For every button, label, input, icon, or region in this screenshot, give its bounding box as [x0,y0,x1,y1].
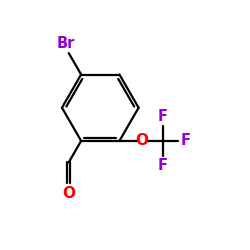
Text: F: F [180,134,190,148]
Text: O: O [135,134,148,148]
Text: F: F [158,108,168,124]
Text: F: F [158,158,168,173]
Text: O: O [62,186,75,201]
Text: Br: Br [57,36,76,51]
